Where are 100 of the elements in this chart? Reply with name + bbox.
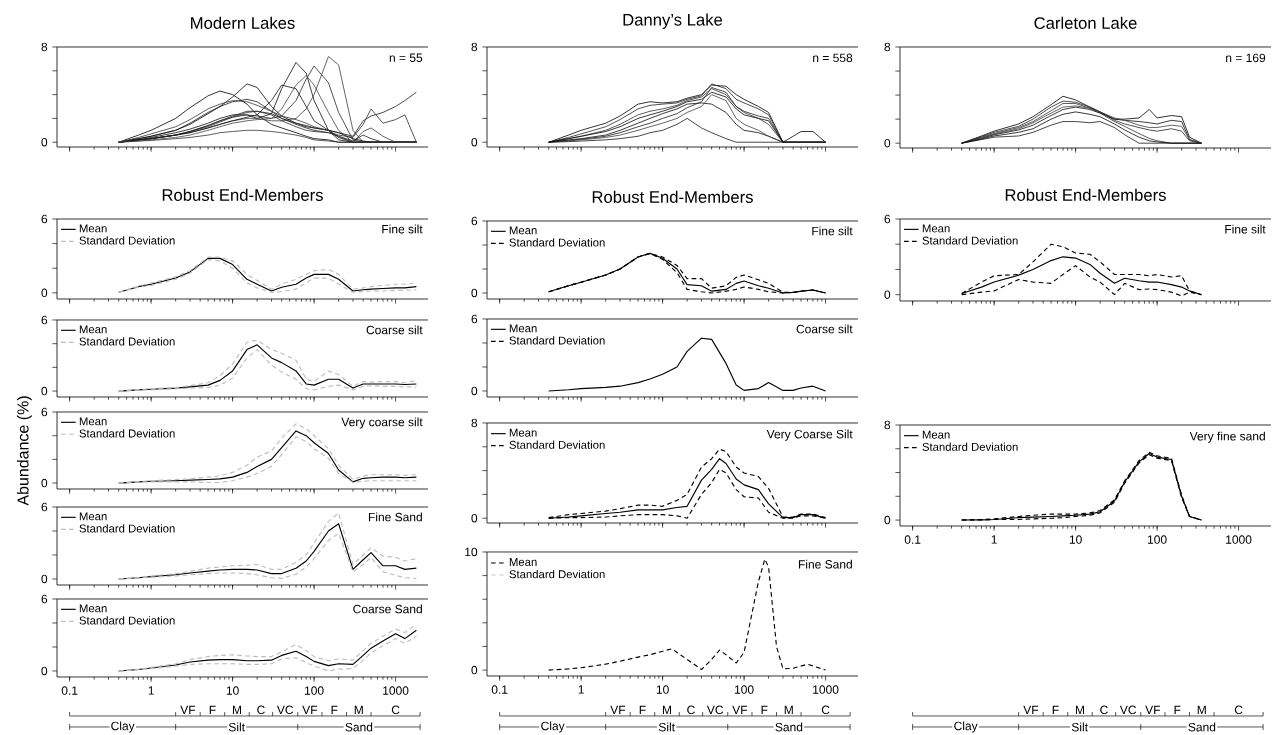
text: C: [1100, 705, 1108, 715]
x-tick-label: 1: [578, 685, 584, 694]
x-tick-label: 1: [148, 686, 154, 695]
annotation: Very coarse silt: [341, 417, 423, 429]
text: VF: [732, 705, 748, 714]
text: Silt: [1071, 722, 1088, 732]
legend-label: Standard Deviation: [509, 336, 605, 345]
legend-label: Standard Deviation: [922, 442, 1018, 451]
text: C: [687, 705, 695, 715]
text: Clay: [541, 721, 565, 733]
text: VC: [706, 705, 724, 715]
x-tick-label: 0.1: [61, 686, 78, 695]
text: M: [1075, 705, 1084, 714]
annotation: Coarse silt: [366, 325, 423, 335]
y-tick-label: 8: [884, 42, 891, 52]
text: VF: [302, 705, 318, 714]
text: F: [1052, 705, 1059, 714]
text: F: [1174, 705, 1181, 714]
x-tick-label: 10: [656, 685, 669, 694]
chart-title: Robust End-Members: [592, 190, 753, 203]
y-tick-label: 0: [41, 288, 48, 298]
annotation: Very fine sand: [1189, 431, 1265, 443]
y-tick-label: 6: [41, 502, 48, 512]
legend-label: Standard Deviation: [79, 337, 175, 346]
text: VF: [610, 705, 626, 714]
x-tick-label: 1000: [813, 685, 839, 694]
y-tick-label: 0: [471, 386, 478, 396]
text: F: [331, 705, 338, 714]
y-tick-label: 10: [465, 547, 478, 557]
y-tick-label: 6: [471, 216, 478, 226]
legend-label: Mean: [79, 325, 107, 334]
text: Silt: [658, 722, 675, 732]
y-tick-label: 0: [884, 515, 891, 525]
legend-label: Standard Deviation: [509, 440, 605, 449]
annotation: Fine Sand: [368, 512, 422, 522]
y-tick-label: 0: [471, 665, 478, 675]
text: C: [1234, 705, 1243, 715]
y-tick-label: 6: [41, 315, 48, 325]
text: Sand: [345, 722, 373, 732]
annotation: Fine Sand: [798, 559, 852, 569]
y-tick-label: 6: [884, 214, 891, 224]
y-tick-label: 0: [41, 666, 48, 676]
text: VF: [1145, 705, 1161, 714]
y-tick-label: 0: [41, 574, 48, 584]
annotation: Very Coarse Silt: [766, 429, 853, 441]
y-tick-label: 0: [471, 513, 478, 523]
annotation: n = 169: [1226, 53, 1266, 63]
y-tick-label: 6: [471, 314, 478, 324]
legend-label: Mean: [79, 512, 107, 521]
chart-title: Danny’s Lake: [623, 13, 723, 29]
text: M: [1197, 705, 1206, 714]
y-tick-label: 0: [884, 290, 891, 299]
text: Sand: [1188, 722, 1216, 732]
legend-label: Standard Deviation: [922, 236, 1018, 245]
chart-title: Robust End-Members: [1005, 188, 1166, 201]
legend-label: Standard Deviation: [79, 616, 175, 625]
y-tick-label: 0: [471, 288, 478, 298]
annotation: n = 55: [389, 53, 423, 62]
text: M: [354, 705, 363, 714]
annotation: n = 558: [813, 53, 853, 63]
x-tick-label: 1000: [383, 686, 409, 695]
text: M: [784, 705, 793, 714]
text: Clay: [954, 721, 978, 733]
legend-label: Mean: [922, 430, 950, 439]
text: Sand: [775, 722, 803, 732]
x-tick-label: 100: [1148, 535, 1167, 544]
text: F: [639, 705, 646, 714]
y-axis-title: Abundance (%): [16, 396, 32, 506]
y-tick-label: 6: [41, 594, 48, 604]
x-tick-label: 0.1: [904, 535, 921, 544]
text: Silt: [228, 722, 245, 732]
annotation: Fine silt: [1225, 224, 1266, 234]
text: Clay: [111, 721, 135, 733]
legend-label: Mean: [79, 417, 107, 426]
y-tick-label: 8: [884, 420, 891, 430]
text: C: [257, 705, 265, 715]
y-tick-label: 0: [41, 137, 48, 147]
legend-label: Standard Deviation: [509, 238, 605, 247]
legend-label: Mean: [79, 224, 107, 233]
x-tick-label: 10: [226, 686, 239, 695]
legend-label: Mean: [509, 324, 537, 333]
text: VC: [276, 705, 294, 715]
x-tick-label: 1: [991, 535, 997, 544]
x-tick-label: 100: [305, 686, 324, 695]
chart-title: Modern Lakes: [191, 16, 295, 29]
text: M: [662, 705, 671, 714]
text: VF: [1023, 705, 1039, 714]
chart-title: Carleton Lake: [1034, 16, 1137, 29]
annotation: Fine silt: [382, 224, 423, 234]
y-tick-label: 0: [471, 137, 478, 147]
x-tick-label: 0.1: [491, 685, 508, 694]
annotation: Fine silt: [812, 226, 853, 236]
y-tick-label: 6: [41, 214, 48, 224]
y-tick-label: 0: [884, 138, 891, 148]
legend-label: Standard Deviation: [79, 524, 175, 533]
text: M: [232, 705, 241, 714]
y-tick-label: 0: [41, 386, 48, 396]
y-tick-label: 0: [41, 478, 48, 488]
x-tick-label: 10: [1069, 535, 1082, 544]
text: F: [761, 705, 768, 714]
